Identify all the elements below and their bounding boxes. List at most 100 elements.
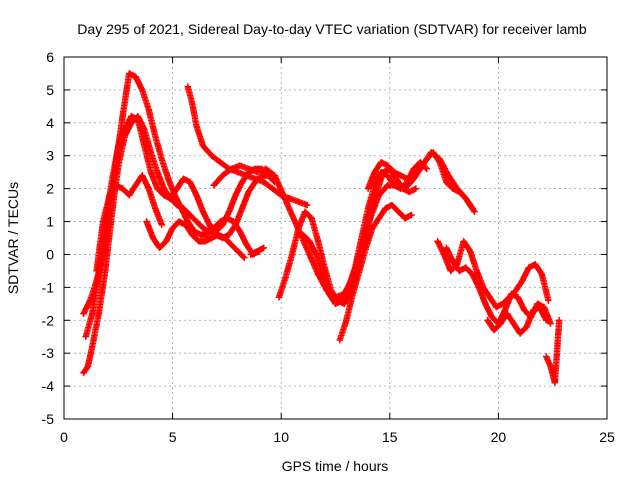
data-point (82, 333, 89, 340)
data-point (488, 313, 496, 321)
data-point (364, 205, 372, 212)
data-point (282, 274, 289, 281)
data-point (217, 159, 224, 166)
data-point (260, 244, 268, 252)
data-point (84, 363, 92, 370)
data-point (262, 165, 270, 173)
data-point (143, 218, 150, 225)
series-markers (210, 149, 478, 301)
data-point (295, 198, 302, 205)
data-point (314, 238, 322, 245)
data-point (193, 218, 200, 225)
x-tick-label: 20 (491, 429, 507, 445)
data-point (384, 182, 391, 189)
data-point (301, 208, 309, 215)
data-point (208, 152, 215, 159)
data-point (493, 303, 500, 311)
data-point (180, 205, 187, 212)
data-point (134, 116, 142, 123)
data-point (247, 251, 254, 258)
data-point (260, 178, 268, 186)
data-point (288, 251, 296, 258)
data-point (221, 234, 228, 242)
data-point (460, 238, 467, 245)
series-track-14 (484, 303, 550, 337)
data-point (403, 175, 411, 182)
y-tick-label: 5 (46, 82, 54, 98)
data-point (156, 244, 163, 252)
y-tick-label: 3 (46, 148, 54, 164)
data-point (469, 271, 476, 278)
data-point (188, 99, 196, 107)
data-point (497, 320, 504, 327)
data-point (423, 165, 430, 173)
data-point (462, 264, 470, 271)
x-tick-label: 25 (599, 429, 615, 445)
data-point (295, 224, 302, 232)
data-point (482, 300, 489, 308)
data-point (145, 106, 152, 113)
data-point (234, 168, 241, 176)
data-point (388, 201, 396, 209)
data-point (519, 277, 526, 284)
data-point (462, 195, 470, 202)
data-point (382, 205, 389, 212)
data-point (167, 195, 174, 202)
data-point (125, 70, 133, 77)
data-point (304, 201, 311, 209)
chart-title: Day 295 of 2021, Sidereal Day-to-day VTE… (77, 21, 587, 37)
data-point (371, 168, 378, 176)
data-point (490, 326, 498, 334)
data-point (449, 185, 456, 192)
data-point (269, 185, 276, 192)
y-tick-label: -2 (42, 312, 55, 328)
data-point (154, 168, 161, 176)
data-marks (80, 70, 563, 386)
data-point (406, 188, 413, 196)
data-point (516, 330, 524, 337)
data-point (193, 192, 200, 199)
data-point (523, 323, 530, 331)
data-point (149, 234, 157, 242)
data-point (412, 185, 420, 192)
data-point (508, 290, 515, 298)
data-point (364, 185, 372, 192)
data-point (325, 290, 333, 298)
data-point (456, 188, 463, 196)
data-point (443, 178, 450, 186)
y-tick-label: 6 (46, 49, 54, 65)
data-point (241, 254, 248, 261)
data-point (551, 379, 559, 386)
data-point (234, 247, 241, 255)
data-point (215, 231, 222, 238)
data-point (141, 142, 148, 150)
data-point (245, 188, 252, 196)
data-point (547, 363, 554, 370)
plot-frame (63, 56, 608, 420)
data-point (377, 159, 385, 166)
series-track-7 (210, 149, 478, 301)
series-track-15 (542, 317, 563, 386)
data-point (336, 336, 344, 344)
data-point (95, 271, 102, 278)
y-tick-label: -5 (42, 411, 55, 427)
data-point (132, 182, 139, 189)
series-track-12 (434, 238, 552, 311)
data-point (436, 159, 443, 166)
data-point (186, 211, 194, 219)
data-point (447, 267, 454, 275)
series-markers (299, 159, 430, 307)
data-point (80, 369, 87, 377)
series-track-4 (93, 172, 165, 275)
data-point (254, 247, 261, 255)
data-point (542, 317, 550, 324)
data-point (271, 172, 278, 179)
data-point (121, 126, 129, 133)
data-point (145, 185, 152, 192)
grid-lines (64, 57, 607, 419)
data-point (193, 122, 200, 130)
data-point (115, 142, 122, 150)
data-point (545, 297, 552, 304)
series-track-3 (82, 113, 278, 340)
